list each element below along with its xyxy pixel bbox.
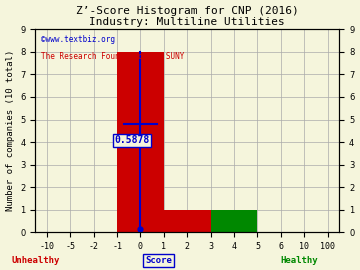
Y-axis label: Number of companies (10 total): Number of companies (10 total) [5, 50, 14, 211]
Bar [117, 52, 164, 232]
Text: Score: Score [145, 256, 172, 265]
Text: Unhealthy: Unhealthy [12, 256, 60, 265]
Text: The Research Foundation of SUNY: The Research Foundation of SUNY [41, 52, 185, 61]
Title: Z’-Score Histogram for CNP (2016)
Industry: Multiline Utilities: Z’-Score Histogram for CNP (2016) Indust… [76, 6, 299, 27]
Text: Healthy: Healthy [280, 256, 318, 265]
Bar [164, 210, 211, 232]
Text: ©www.textbiz.org: ©www.textbiz.org [41, 35, 115, 44]
Text: 0.5878: 0.5878 [115, 135, 150, 145]
Bar [211, 210, 257, 232]
